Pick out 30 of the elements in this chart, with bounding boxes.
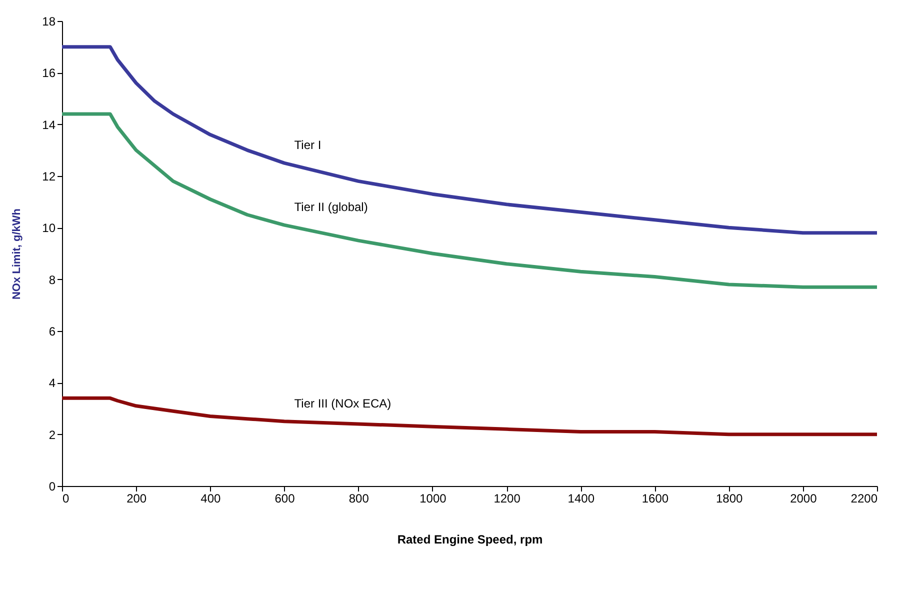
x-tick-label: 400 bbox=[200, 492, 222, 506]
y-axis-title: NOx Limit, g/kWh bbox=[11, 208, 24, 300]
y-tick-label: 12 bbox=[42, 170, 56, 184]
x-tick-label: 0 bbox=[62, 492, 70, 506]
y-tick-label: 8 bbox=[48, 272, 56, 287]
x-tick-label: 2200 bbox=[850, 492, 878, 506]
y-tick-label: 14 bbox=[42, 118, 56, 132]
x-tick-label: 200 bbox=[126, 492, 147, 506]
y-tick-label: 2 bbox=[48, 428, 56, 442]
y-tick-label: 0 bbox=[48, 480, 56, 494]
series-label: Tier III (NOx ECA) bbox=[294, 396, 392, 410]
x-tick-label: 1600 bbox=[642, 492, 669, 506]
x-tick-label: 600 bbox=[274, 492, 296, 506]
line-series bbox=[60, 396, 879, 436]
x-tick-label: 1200 bbox=[494, 492, 521, 506]
line-series bbox=[60, 112, 879, 289]
y-tick-label: 4 bbox=[48, 376, 56, 390]
y-tick-label: 16 bbox=[42, 66, 56, 80]
line-series bbox=[60, 45, 879, 235]
x-tick-label: 2000 bbox=[790, 492, 818, 506]
series-label: Tier I bbox=[294, 138, 322, 152]
x-tick-label: 1400 bbox=[568, 492, 595, 506]
series-label: Tier II (global) bbox=[294, 200, 368, 214]
y-tick-label: 6 bbox=[48, 324, 56, 338]
y-tick-label: 18 bbox=[42, 14, 56, 28]
y-tick-label: 10 bbox=[42, 221, 56, 236]
x-tick-label: 1800 bbox=[716, 492, 743, 506]
x-tick-label: 1000 bbox=[420, 492, 447, 506]
x-tick-label: 800 bbox=[348, 492, 370, 506]
x-axis-title: Rated Engine Speed, rpm bbox=[397, 532, 543, 546]
